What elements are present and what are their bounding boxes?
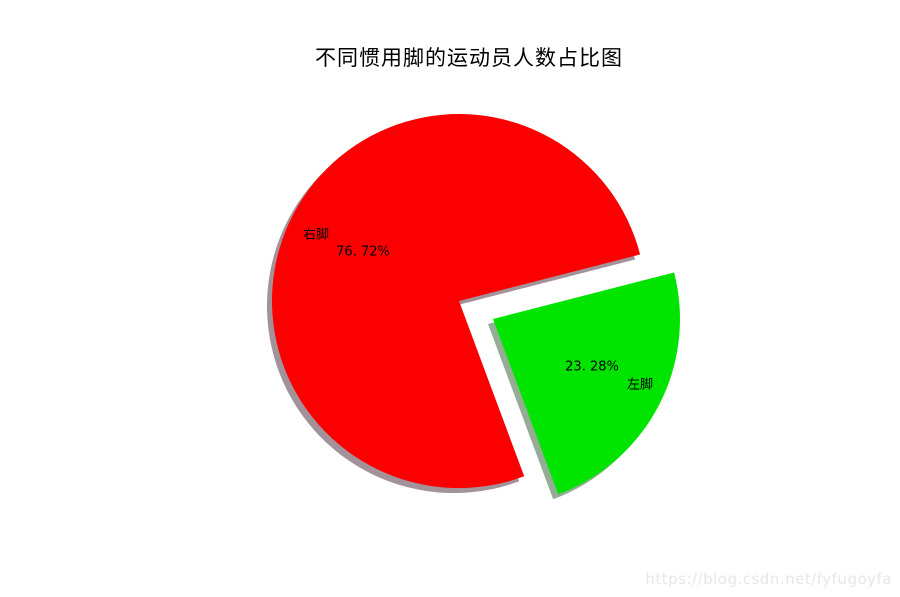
right-foot-slice-label: 右脚: [302, 227, 330, 243]
watermark: https://blog.csdn.net/fyfugoyfa: [645, 570, 892, 588]
left-foot-slice-label: 左脚: [626, 377, 654, 393]
right-foot-percent-label: 76. 72%: [336, 244, 390, 260]
right-foot-slice: [271, 114, 641, 489]
left-foot-percent-label: 23. 28%: [565, 359, 619, 375]
chart-title: 不同惯用脚的运动员人数占比图: [315, 46, 623, 70]
left-foot-slice: [493, 272, 680, 495]
